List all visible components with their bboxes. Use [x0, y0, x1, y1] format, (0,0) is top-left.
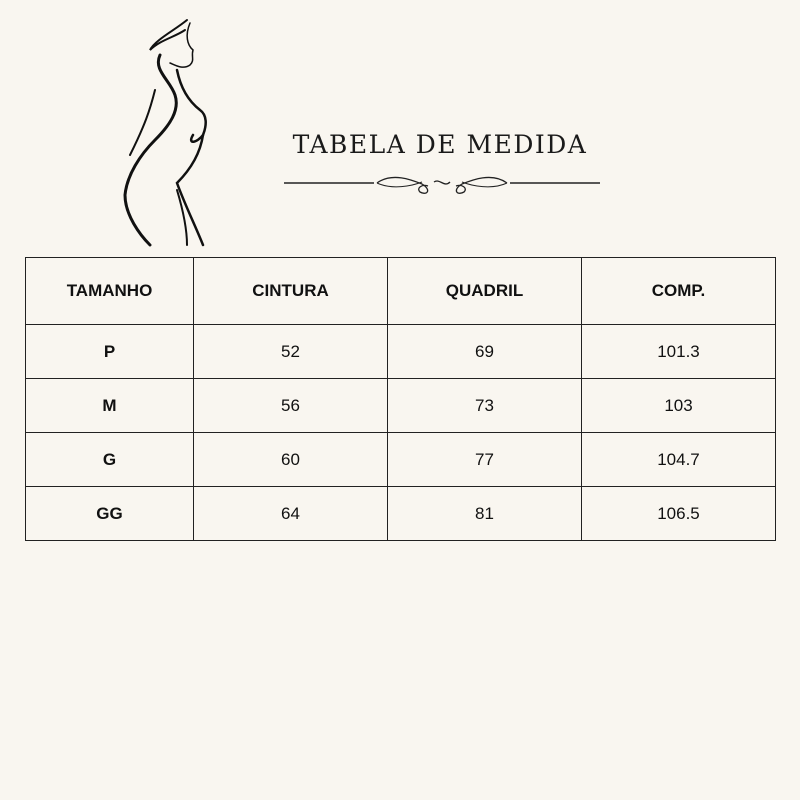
- size-cell: G: [25, 432, 194, 487]
- size-chart-table: TAMANHO CINTURA QUADRIL COMP. P 52 69 10…: [25, 257, 776, 541]
- cintura-cell: 52: [193, 324, 388, 379]
- comp-cell: 103: [581, 378, 776, 433]
- header-cintura: CINTURA: [193, 257, 388, 325]
- header-quadril: QUADRIL: [387, 257, 582, 325]
- ornamental-divider-icon: [284, 176, 600, 194]
- cintura-cell: 56: [193, 378, 388, 433]
- header-tamanho: TAMANHO: [25, 257, 194, 325]
- woman-silhouette-icon: [123, 19, 207, 247]
- size-cell: P: [25, 324, 194, 379]
- page-title: TABELA DE MEDIDA: [292, 130, 588, 159]
- header-comp: COMP.: [581, 257, 776, 325]
- quadril-cell: 73: [387, 378, 582, 433]
- table-row: M 56 73 103: [25, 378, 776, 433]
- comp-cell: 106.5: [581, 486, 776, 541]
- comp-cell: 101.3: [581, 324, 776, 379]
- table-row: P 52 69 101.3: [25, 324, 776, 379]
- comp-cell: 104.7: [581, 432, 776, 487]
- cintura-cell: 60: [193, 432, 388, 487]
- quadril-cell: 69: [387, 324, 582, 379]
- size-cell: M: [25, 378, 194, 433]
- size-cell: GG: [25, 486, 194, 541]
- cintura-cell: 64: [193, 486, 388, 541]
- table-row: G 60 77 104.7: [25, 432, 776, 487]
- table-header-row: TAMANHO CINTURA QUADRIL COMP.: [25, 257, 776, 325]
- table-row: GG 64 81 106.5: [25, 486, 776, 541]
- quadril-cell: 81: [387, 486, 582, 541]
- quadril-cell: 77: [387, 432, 582, 487]
